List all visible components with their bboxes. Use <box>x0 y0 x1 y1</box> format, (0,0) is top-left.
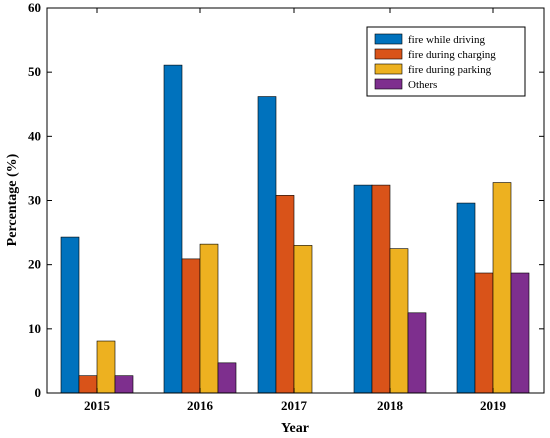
y-tick-label: 10 <box>28 321 41 336</box>
bar-fire-during-charging-2015 <box>78 375 98 394</box>
x-tick-label: 2015 <box>84 398 111 413</box>
x-tick-label: 2016 <box>187 398 214 413</box>
bar-fire-during-charging-2016 <box>181 258 201 394</box>
x-tick-label: 2019 <box>480 398 507 413</box>
bar-fire-during-charging-2018 <box>371 184 391 394</box>
bar-fire-while-driving-2019 <box>456 202 476 394</box>
bar-fire-while-driving-2015 <box>60 236 80 394</box>
y-axis-label: Percentage (%) <box>5 153 20 246</box>
bar-fire-during-parking-2016 <box>199 243 219 394</box>
bar-fire-while-driving-2017 <box>257 96 277 394</box>
plot-frame <box>46 7 545 394</box>
legend-label: fire while driving <box>408 34 485 46</box>
bar-others-2018 <box>407 312 427 394</box>
bar-fire-while-driving-2018 <box>353 184 373 394</box>
x-axis-ticks: 2015 2016 2017 2018 2019 <box>84 8 507 413</box>
y-tick-label: 40 <box>28 128 41 143</box>
legend-swatch <box>374 78 403 90</box>
bars-group <box>60 64 530 394</box>
legend-swatch <box>374 63 403 75</box>
y-tick-label: 20 <box>28 257 41 272</box>
bar-fire-during-parking-2019 <box>492 182 512 394</box>
bar-fire-during-parking-2017 <box>293 245 313 394</box>
bar-others-2016 <box>217 362 237 394</box>
y-tick-label: 60 <box>28 0 41 15</box>
bar-fire-during-charging-2019 <box>474 272 494 394</box>
legend-swatch <box>374 33 403 45</box>
bar-fire-during-parking-2015 <box>96 340 116 394</box>
y-axis-ticks: 0 10 20 30 40 50 60 <box>28 0 544 400</box>
x-tick-label: 2017 <box>281 398 308 413</box>
legend-label: fire during charging <box>408 49 496 61</box>
bar-fire-during-charging-2017 <box>275 195 295 394</box>
y-tick-label: 50 <box>28 64 41 79</box>
bar-fire-during-parking-2018 <box>389 248 409 394</box>
legend-label: Others <box>408 79 437 91</box>
bar-others-2015 <box>114 375 134 394</box>
legend: fire while driving fire during charging fi… <box>366 26 526 97</box>
x-tick-label: 2018 <box>377 398 404 413</box>
bar-fire-while-driving-2016 <box>163 64 183 394</box>
bar-others-2019 <box>510 272 530 394</box>
legend-swatch <box>374 48 403 60</box>
x-axis-label: Year <box>281 421 309 436</box>
y-tick-label: 0 <box>35 385 42 400</box>
y-tick-label: 30 <box>28 193 41 208</box>
legend-label: fire during parking <box>408 64 492 76</box>
